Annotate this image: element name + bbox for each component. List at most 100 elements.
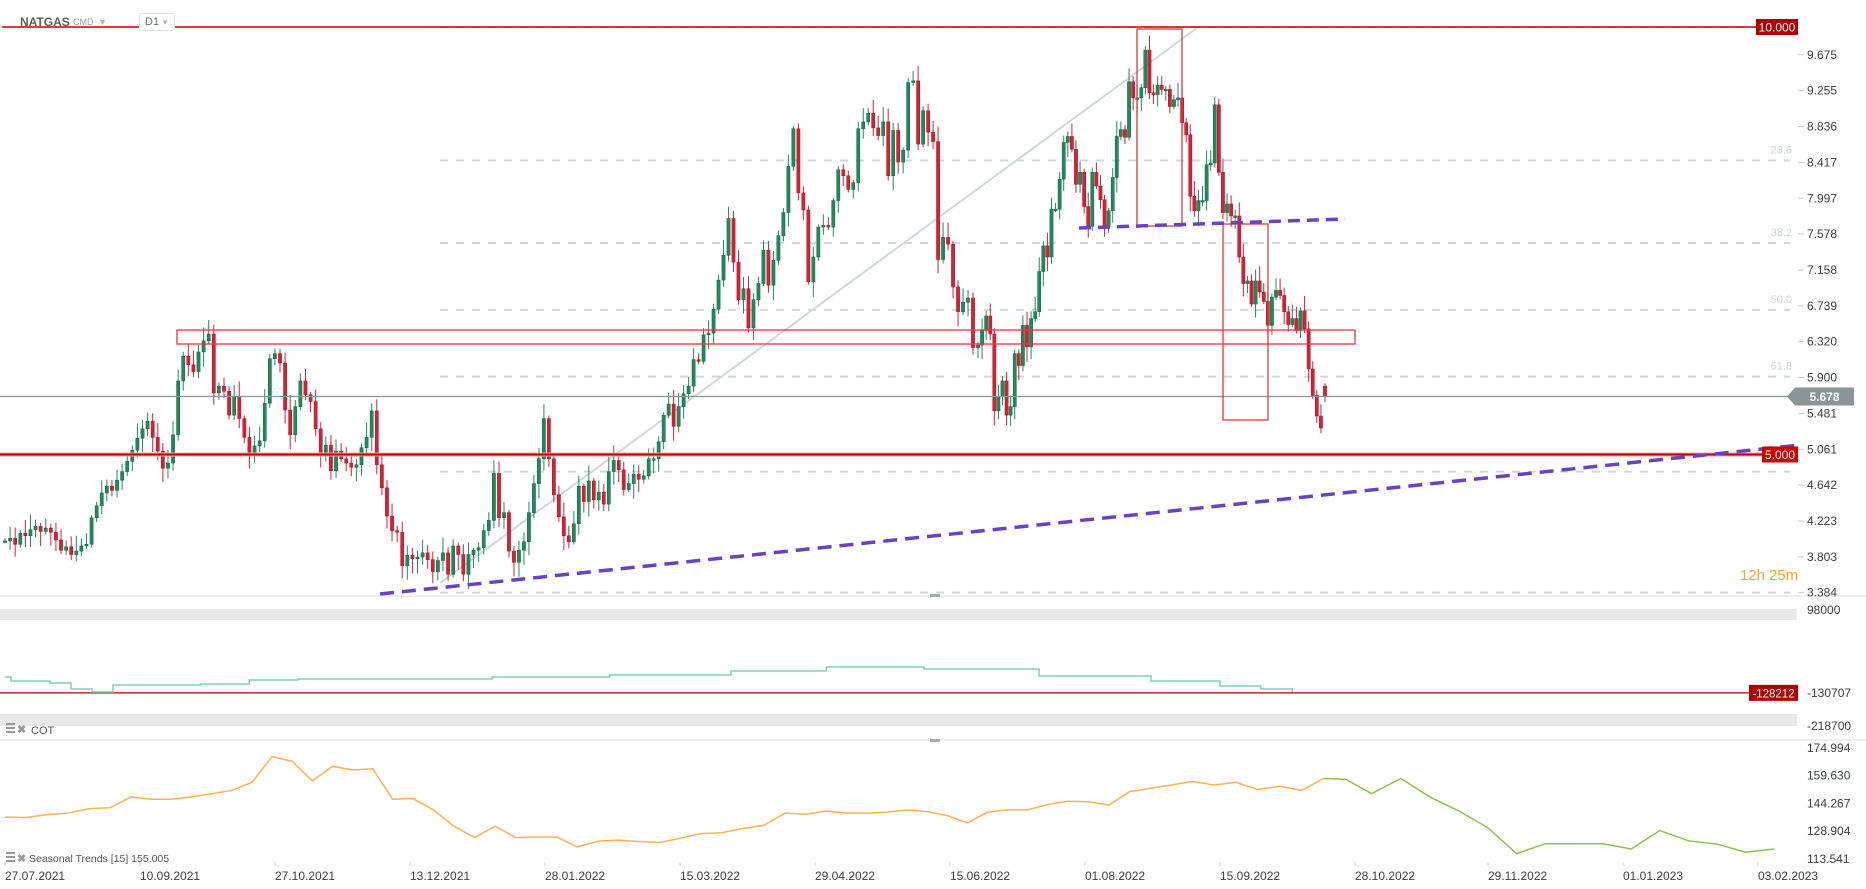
candle-body: [18, 532, 23, 545]
candle: [1029, 311, 1033, 359]
candle-body: [846, 175, 851, 190]
candle-body: [48, 527, 53, 533]
candle: [18, 530, 23, 548]
candle-body: [911, 80, 915, 83]
candle-body: [891, 130, 896, 177]
fib-label: 23.6: [1771, 144, 1792, 156]
candle: [385, 479, 389, 529]
candle-body: [1151, 92, 1156, 95]
candle-body: [1323, 385, 1327, 397]
candle: [466, 542, 471, 590]
price-axis-label: 5.061: [1807, 442, 1837, 456]
candle-body: [166, 462, 170, 469]
date-axis-label: 01.08.2022: [1085, 869, 1145, 883]
candle-body: [1037, 271, 1042, 312]
candle-body: [232, 396, 237, 416]
candle: [329, 435, 333, 480]
candle: [1319, 404, 1323, 434]
caret-down-icon[interactable]: ▼: [98, 17, 107, 27]
cot-level-badge: -128212: [1749, 684, 1798, 701]
candle-body: [532, 483, 536, 513]
candle: [1302, 296, 1307, 333]
candle: [881, 106, 886, 147]
close-icon[interactable]: ✖: [17, 853, 26, 865]
cot-axis-label: -130707: [1807, 686, 1851, 700]
candle-body: [267, 358, 272, 404]
candle-body: [1033, 311, 1038, 319]
close-icon[interactable]: ✖: [17, 724, 26, 736]
candle-body: [1008, 406, 1013, 416]
candle: [586, 465, 591, 517]
trend-line-gray[interactable]: [439, 27, 1198, 584]
candle-body: [405, 555, 410, 566]
panel-resize-handle[interactable]: [930, 739, 940, 742]
candle: [451, 539, 456, 578]
date-axis-label: 03.02.2023: [1758, 869, 1818, 883]
date-axis-label: 28.10.2022: [1355, 869, 1415, 883]
candle: [936, 126, 940, 274]
symbol-name[interactable]: NATGAS: [20, 15, 70, 29]
candle: [374, 399, 379, 475]
candle-body: [606, 471, 611, 505]
candle-body: [567, 535, 571, 542]
countdown-hours: 12h: [1740, 567, 1765, 584]
candle-body: [581, 485, 586, 502]
candle-body: [206, 333, 211, 342]
candle-body: [1123, 129, 1127, 138]
candle-body: [283, 362, 287, 411]
candle-body: [791, 128, 796, 167]
resistance-zone-box[interactable]: [176, 329, 1356, 345]
neckline-dashed[interactable]: [1078, 217, 1346, 230]
support-trendline-dashed[interactable]: [379, 443, 1801, 596]
date-axis-label: 15.09.2022: [1220, 869, 1280, 883]
candle-body: [916, 80, 920, 145]
candle: [527, 501, 531, 556]
list-icon[interactable]: [6, 723, 15, 725]
resistance-price-badge-text: 10.000: [1759, 21, 1796, 35]
candles: [3, 35, 1327, 590]
date-axis-label: 27.10.2021: [275, 869, 335, 883]
candle: [105, 479, 109, 502]
price-axis-label: 9.675: [1807, 48, 1837, 62]
candle-body: [38, 526, 43, 532]
list-icon-line: [6, 856, 15, 858]
candle: [262, 389, 267, 448]
candle-body: [1163, 89, 1168, 92]
candle: [522, 532, 526, 565]
timeframe-value: D1: [145, 16, 160, 28]
candle: [711, 303, 716, 345]
price-axis-label: 5.900: [1807, 371, 1837, 385]
date-axis-label: 15.03.2022: [680, 869, 740, 883]
candle-body: [1061, 142, 1066, 180]
cot-series-line: [5, 666, 1293, 693]
candle: [1106, 207, 1111, 233]
candle-body: [816, 226, 821, 258]
candle: [1147, 35, 1152, 99]
measured-move-box[interactable]: [1222, 223, 1269, 421]
candle: [507, 509, 511, 558]
candle-body: [1045, 245, 1050, 258]
candle-body: [721, 255, 726, 281]
candle-body: [992, 333, 997, 412]
fib-label: 61.8: [1771, 361, 1792, 373]
candle-body: [636, 473, 641, 480]
timeframe-select[interactable]: D1 ▼: [139, 13, 175, 31]
candle: [349, 456, 354, 477]
candle: [906, 78, 910, 159]
candle: [1159, 76, 1164, 95]
candle-body: [756, 283, 761, 300]
candle: [3, 538, 7, 544]
list-icon[interactable]: [6, 852, 15, 854]
candle: [876, 115, 881, 141]
candle: [567, 525, 571, 549]
candle-body: [1065, 136, 1070, 143]
candle: [931, 120, 935, 150]
candle-body: [186, 355, 191, 365]
candle: [821, 214, 826, 235]
panel-resize-handle[interactable]: [930, 594, 940, 597]
market-label[interactable]: CMD: [73, 17, 94, 27]
date-axis-label: 01.01.2023: [1623, 869, 1683, 883]
candle: [576, 475, 581, 535]
candle: [334, 439, 338, 478]
